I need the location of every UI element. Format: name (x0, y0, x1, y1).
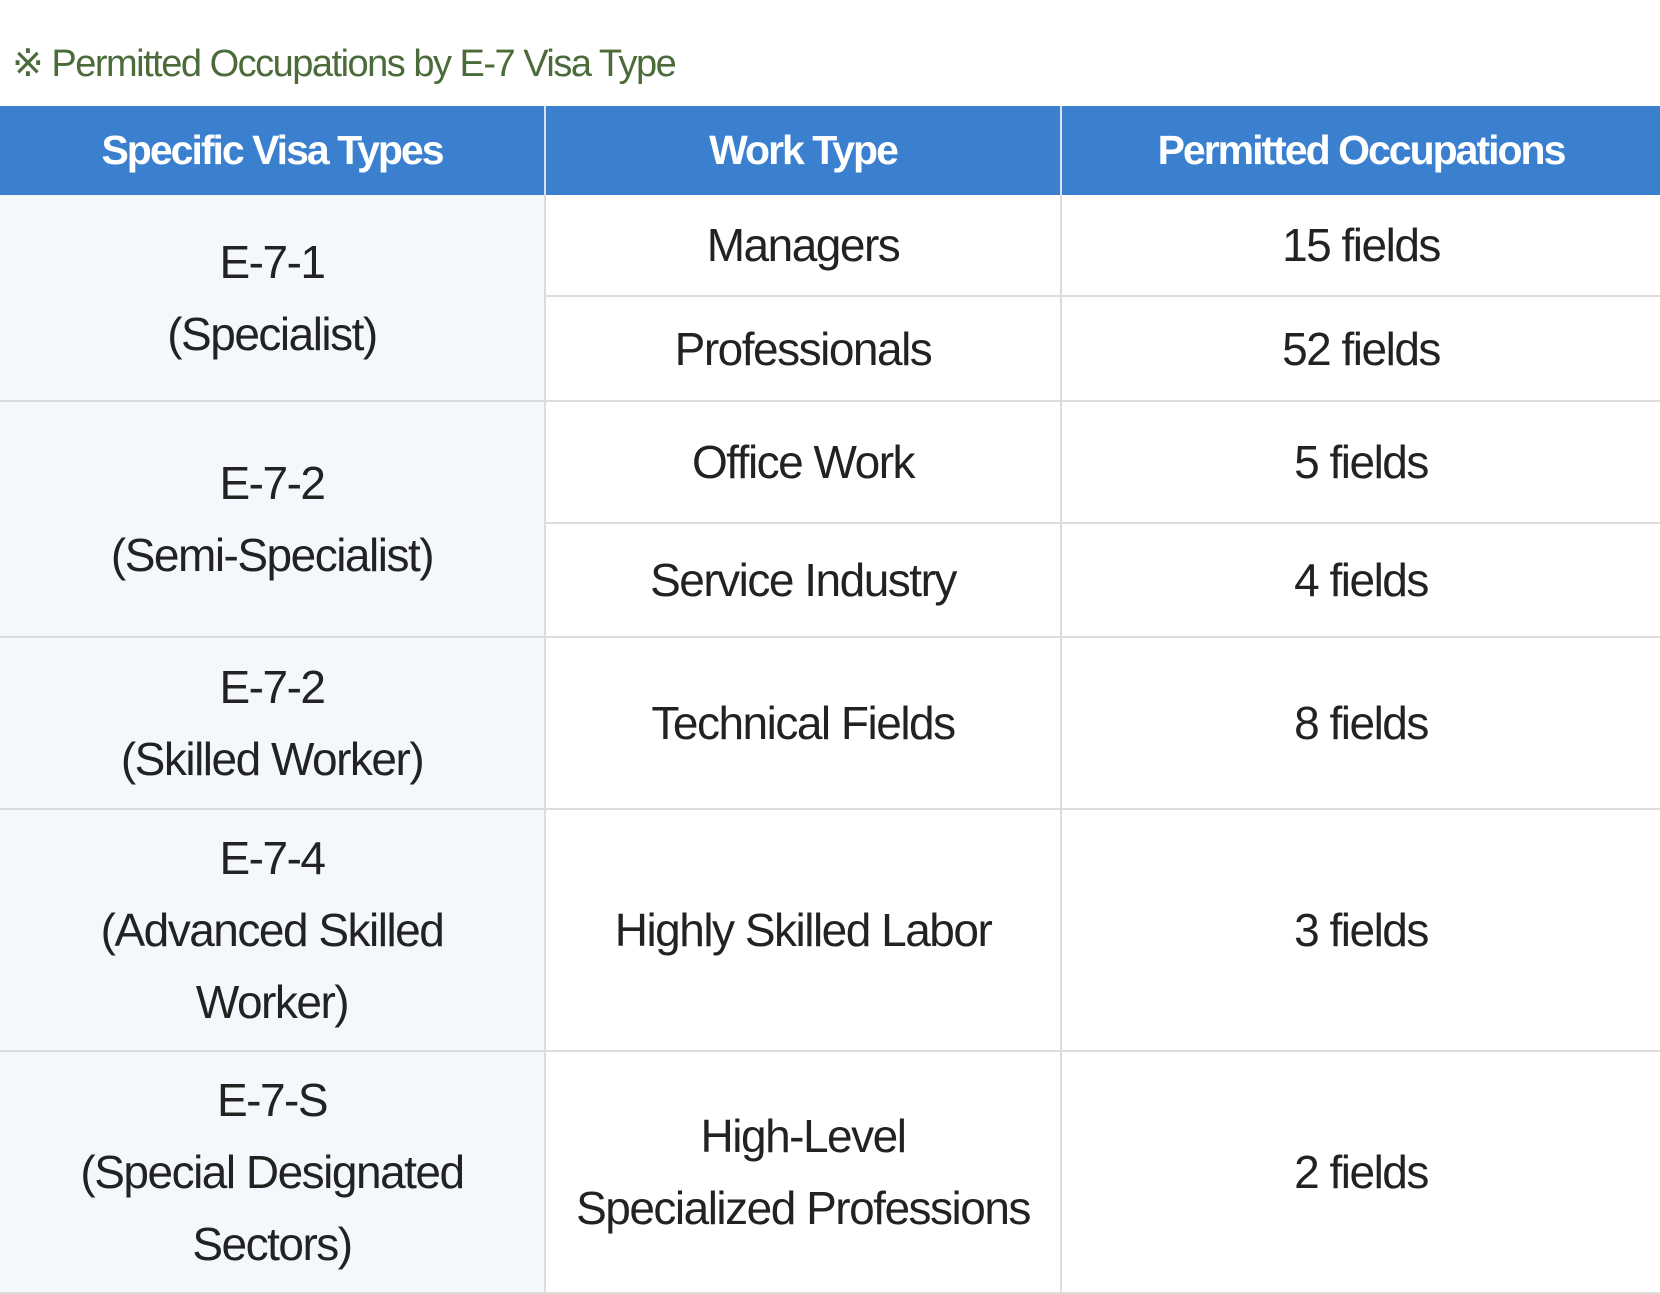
visa-name: (Special Designated (80, 1146, 465, 1198)
occupations-cell: 15 fields (1061, 195, 1660, 297)
work-type-cell: Highly Skilled Labor (545, 809, 1062, 1052)
visa-name: (Skilled Worker) (120, 733, 425, 785)
work-type-text: Professionals (674, 322, 933, 375)
visa-type-cell: E-7-4 (Advanced Skilled Worker) (0, 809, 546, 1052)
occupations-cell: 4 fields (1061, 523, 1660, 638)
work-type-cell: Technical Fields (545, 637, 1062, 810)
work-type-cell: High-Level Specialized Professions (545, 1051, 1062, 1294)
visa-code: E-7-4 (219, 832, 326, 884)
table-row: E-7-4 (Advanced Skilled Worker) Highly S… (0, 809, 1660, 1052)
visa-type-cell: E-7-2 (Semi-Specialist) (0, 401, 546, 638)
table-row: E-7-S (Special Designated Sectors) High-… (0, 1051, 1660, 1294)
occupations-cell: 8 fields (1061, 637, 1660, 810)
visa-name: (Specialist) (167, 307, 378, 360)
work-type-cell: Office Work (545, 401, 1062, 524)
work-type-text: Service Industry (650, 554, 957, 606)
work-type-text: Managers (706, 219, 901, 271)
work-type-cell: Service Industry (545, 523, 1062, 638)
visa-code: E-7-2 (219, 661, 326, 713)
occupations-cell: 3 fields (1061, 809, 1660, 1052)
visa-code: E-7-1 (219, 235, 326, 288)
visa-type-cell: E-7-1 (Specialist) (0, 195, 546, 402)
work-type-text: Specialized Professions (576, 1182, 1031, 1234)
header-permitted-occupations: Permitted Occupations (1061, 106, 1660, 195)
table-caption: ※ Permitted Occupations by E-7 Visa Type (12, 43, 677, 85)
work-type-cell: Professionals (545, 296, 1062, 402)
table-row: E-7-2 (Semi-Specialist) Office Work 5 fi… (0, 401, 1660, 638)
header-row: Specific Visa Types Work Type Permitted … (0, 106, 1660, 195)
visa-name: (Advanced Skilled (100, 904, 445, 956)
occupations-cell: 5 fields (1061, 401, 1660, 524)
occupations-cell: 2 fields (1061, 1051, 1660, 1294)
work-type-text: High-Level (700, 1110, 907, 1162)
occupations-cell: 52 fields (1061, 296, 1660, 402)
visa-type-cell: E-7-2 (Skilled Worker) (0, 637, 546, 810)
visa-code: E-7-S (216, 1074, 329, 1126)
table-row: E-7-1 (Specialist) Managers 15 fields (0, 195, 1660, 402)
header-work-type: Work Type (545, 106, 1062, 195)
visa-code: E-7-2 (219, 457, 326, 509)
work-type-cell: Managers (545, 195, 1062, 297)
table-row: Professionals 52 fields (0, 296, 1660, 402)
visa-type-cell: E-7-S (Special Designated Sectors) (0, 1051, 546, 1294)
visa-name: Worker) (195, 976, 350, 1028)
table-row: Service Industry 4 fields (0, 523, 1660, 638)
header-specific-visa-types: Specific Visa Types (0, 106, 546, 195)
work-type-text: Technical Fields (651, 697, 956, 749)
work-type-text: Highly Skilled Labor (614, 904, 993, 956)
visa-occupation-table: Specific Visa Types Work Type Permitted … (0, 106, 1660, 1294)
visa-name: Sectors) (192, 1218, 353, 1270)
work-type-text: Office Work (691, 436, 916, 488)
visa-name: (Semi-Specialist) (110, 529, 435, 581)
table-row: E-7-2 (Skilled Worker) Technical Fields … (0, 637, 1660, 810)
